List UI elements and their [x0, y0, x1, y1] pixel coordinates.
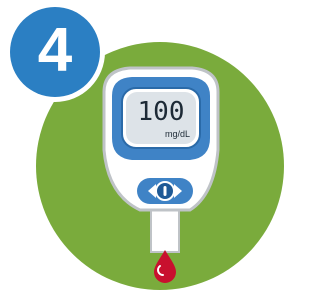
reading: 100 — [138, 97, 185, 127]
unit: mg/dL — [165, 129, 190, 139]
button-mark — [164, 186, 167, 196]
badge-number: 4 — [38, 15, 73, 84]
illustration: 100 mg/dL 4 — [0, 0, 286, 293]
